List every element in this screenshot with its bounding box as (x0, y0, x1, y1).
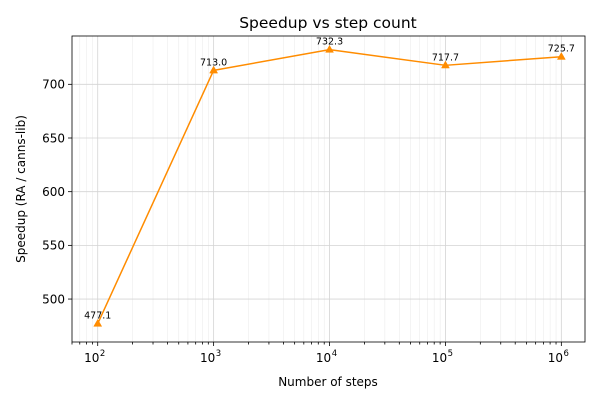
data-labels: 477.1 713.0 732.3 717.7 725.7 (84, 37, 575, 322)
data-point-marker (325, 44, 334, 53)
x-tick-exponent: 6 (564, 349, 569, 359)
data-point-marker (209, 65, 219, 74)
data-value-label: 713.0 (200, 57, 227, 68)
y-tick-label: 500 (42, 292, 65, 306)
data-value-label: 725.7 (548, 44, 575, 55)
plot-frame (71, 35, 586, 343)
y-tick-label: 700 (42, 78, 65, 92)
x-tick-exponent: 5 (448, 349, 453, 359)
x-axis-label: Number of steps (278, 375, 378, 389)
y-tick-label: 550 (42, 239, 65, 253)
x-tick-exponent: 3 (216, 349, 221, 359)
plot-border (71, 35, 586, 343)
series-layer (93, 44, 566, 327)
data-value-label: 477.1 (84, 311, 111, 322)
x-tick-exponent: 2 (100, 349, 105, 359)
data-point-marker (93, 318, 103, 327)
data-point-marker (441, 60, 450, 69)
data-value-label: 717.7 (432, 52, 459, 63)
data-point-marker (556, 52, 566, 60)
grid (71, 36, 585, 342)
y-axis-label: Speedup (RA / canns-lib) (14, 115, 28, 263)
y-tick-label: 650 (42, 131, 65, 145)
y-tick-label: 600 (42, 185, 65, 199)
x-tick-exponent: 4 (332, 349, 337, 359)
data-value-label: 732.3 (316, 37, 343, 48)
chart-title: Speedup vs step count (239, 14, 417, 32)
